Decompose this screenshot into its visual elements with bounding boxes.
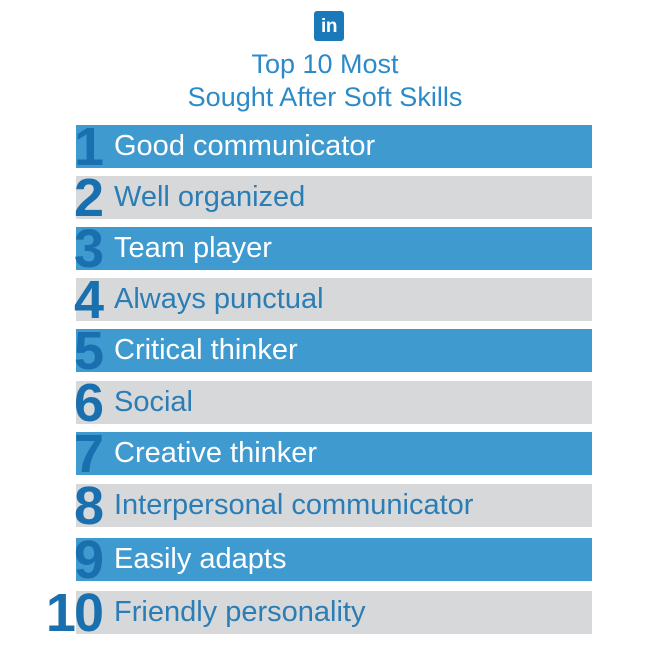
skill-label: Well organized (114, 181, 306, 213)
skill-bar (76, 591, 592, 634)
skill-bar (76, 125, 592, 168)
skill-rank: 9 (73, 530, 104, 590)
skill-rank: 6 (73, 373, 104, 433)
list-item: 9 Easily adapts (0, 533, 650, 587)
skill-rank: 3 (73, 219, 104, 279)
page-title: Top 10 Most Sought After Soft Skills (0, 48, 650, 114)
list-item: 7 Creative thinker (0, 427, 650, 481)
skill-label: Easily adapts (114, 543, 287, 575)
skill-rank: 5 (73, 321, 104, 381)
skill-bar (76, 227, 592, 270)
skill-label: Creative thinker (114, 437, 318, 469)
skill-label: Critical thinker (114, 334, 298, 366)
skill-bar (76, 432, 592, 475)
skill-rank: 7 (73, 424, 104, 484)
skill-bar (76, 329, 592, 372)
skill-rank: 8 (73, 476, 104, 536)
title-line-2: Sought After Soft Skills (187, 82, 463, 112)
title-line-1: Top 10 Most (251, 49, 399, 79)
skill-label: Good communicator (114, 130, 376, 162)
skill-bar (76, 484, 592, 527)
skill-rank: 2 (73, 168, 104, 228)
list-item: 4 Always punctual (0, 273, 650, 327)
skill-rank: 4 (73, 270, 104, 330)
list-item: 6 Social (0, 376, 650, 430)
list-item: 3 Team player (0, 222, 650, 276)
skill-bar (76, 176, 592, 219)
list-item: 5 Critical thinker (0, 324, 650, 378)
skill-bar (76, 538, 592, 581)
skill-rank: 1 (73, 117, 104, 177)
skill-bar (76, 278, 592, 321)
skill-label: Interpersonal communicator (114, 489, 474, 521)
list-item: 2 Well organized (0, 171, 650, 225)
skill-label: Team player (114, 232, 272, 264)
list-item: 1 Good communicator (0, 120, 650, 174)
skill-bar (76, 381, 592, 424)
list-item: 8 Interpersonal communicator (0, 479, 650, 533)
skill-rank: 10 (45, 583, 104, 643)
skill-label: Always punctual (114, 283, 324, 315)
skill-label: Friendly personality (114, 596, 366, 628)
linkedin-logo-icon: in (314, 11, 344, 41)
list-item: 10 Friendly personality (0, 586, 650, 640)
skill-label: Social (114, 386, 193, 418)
